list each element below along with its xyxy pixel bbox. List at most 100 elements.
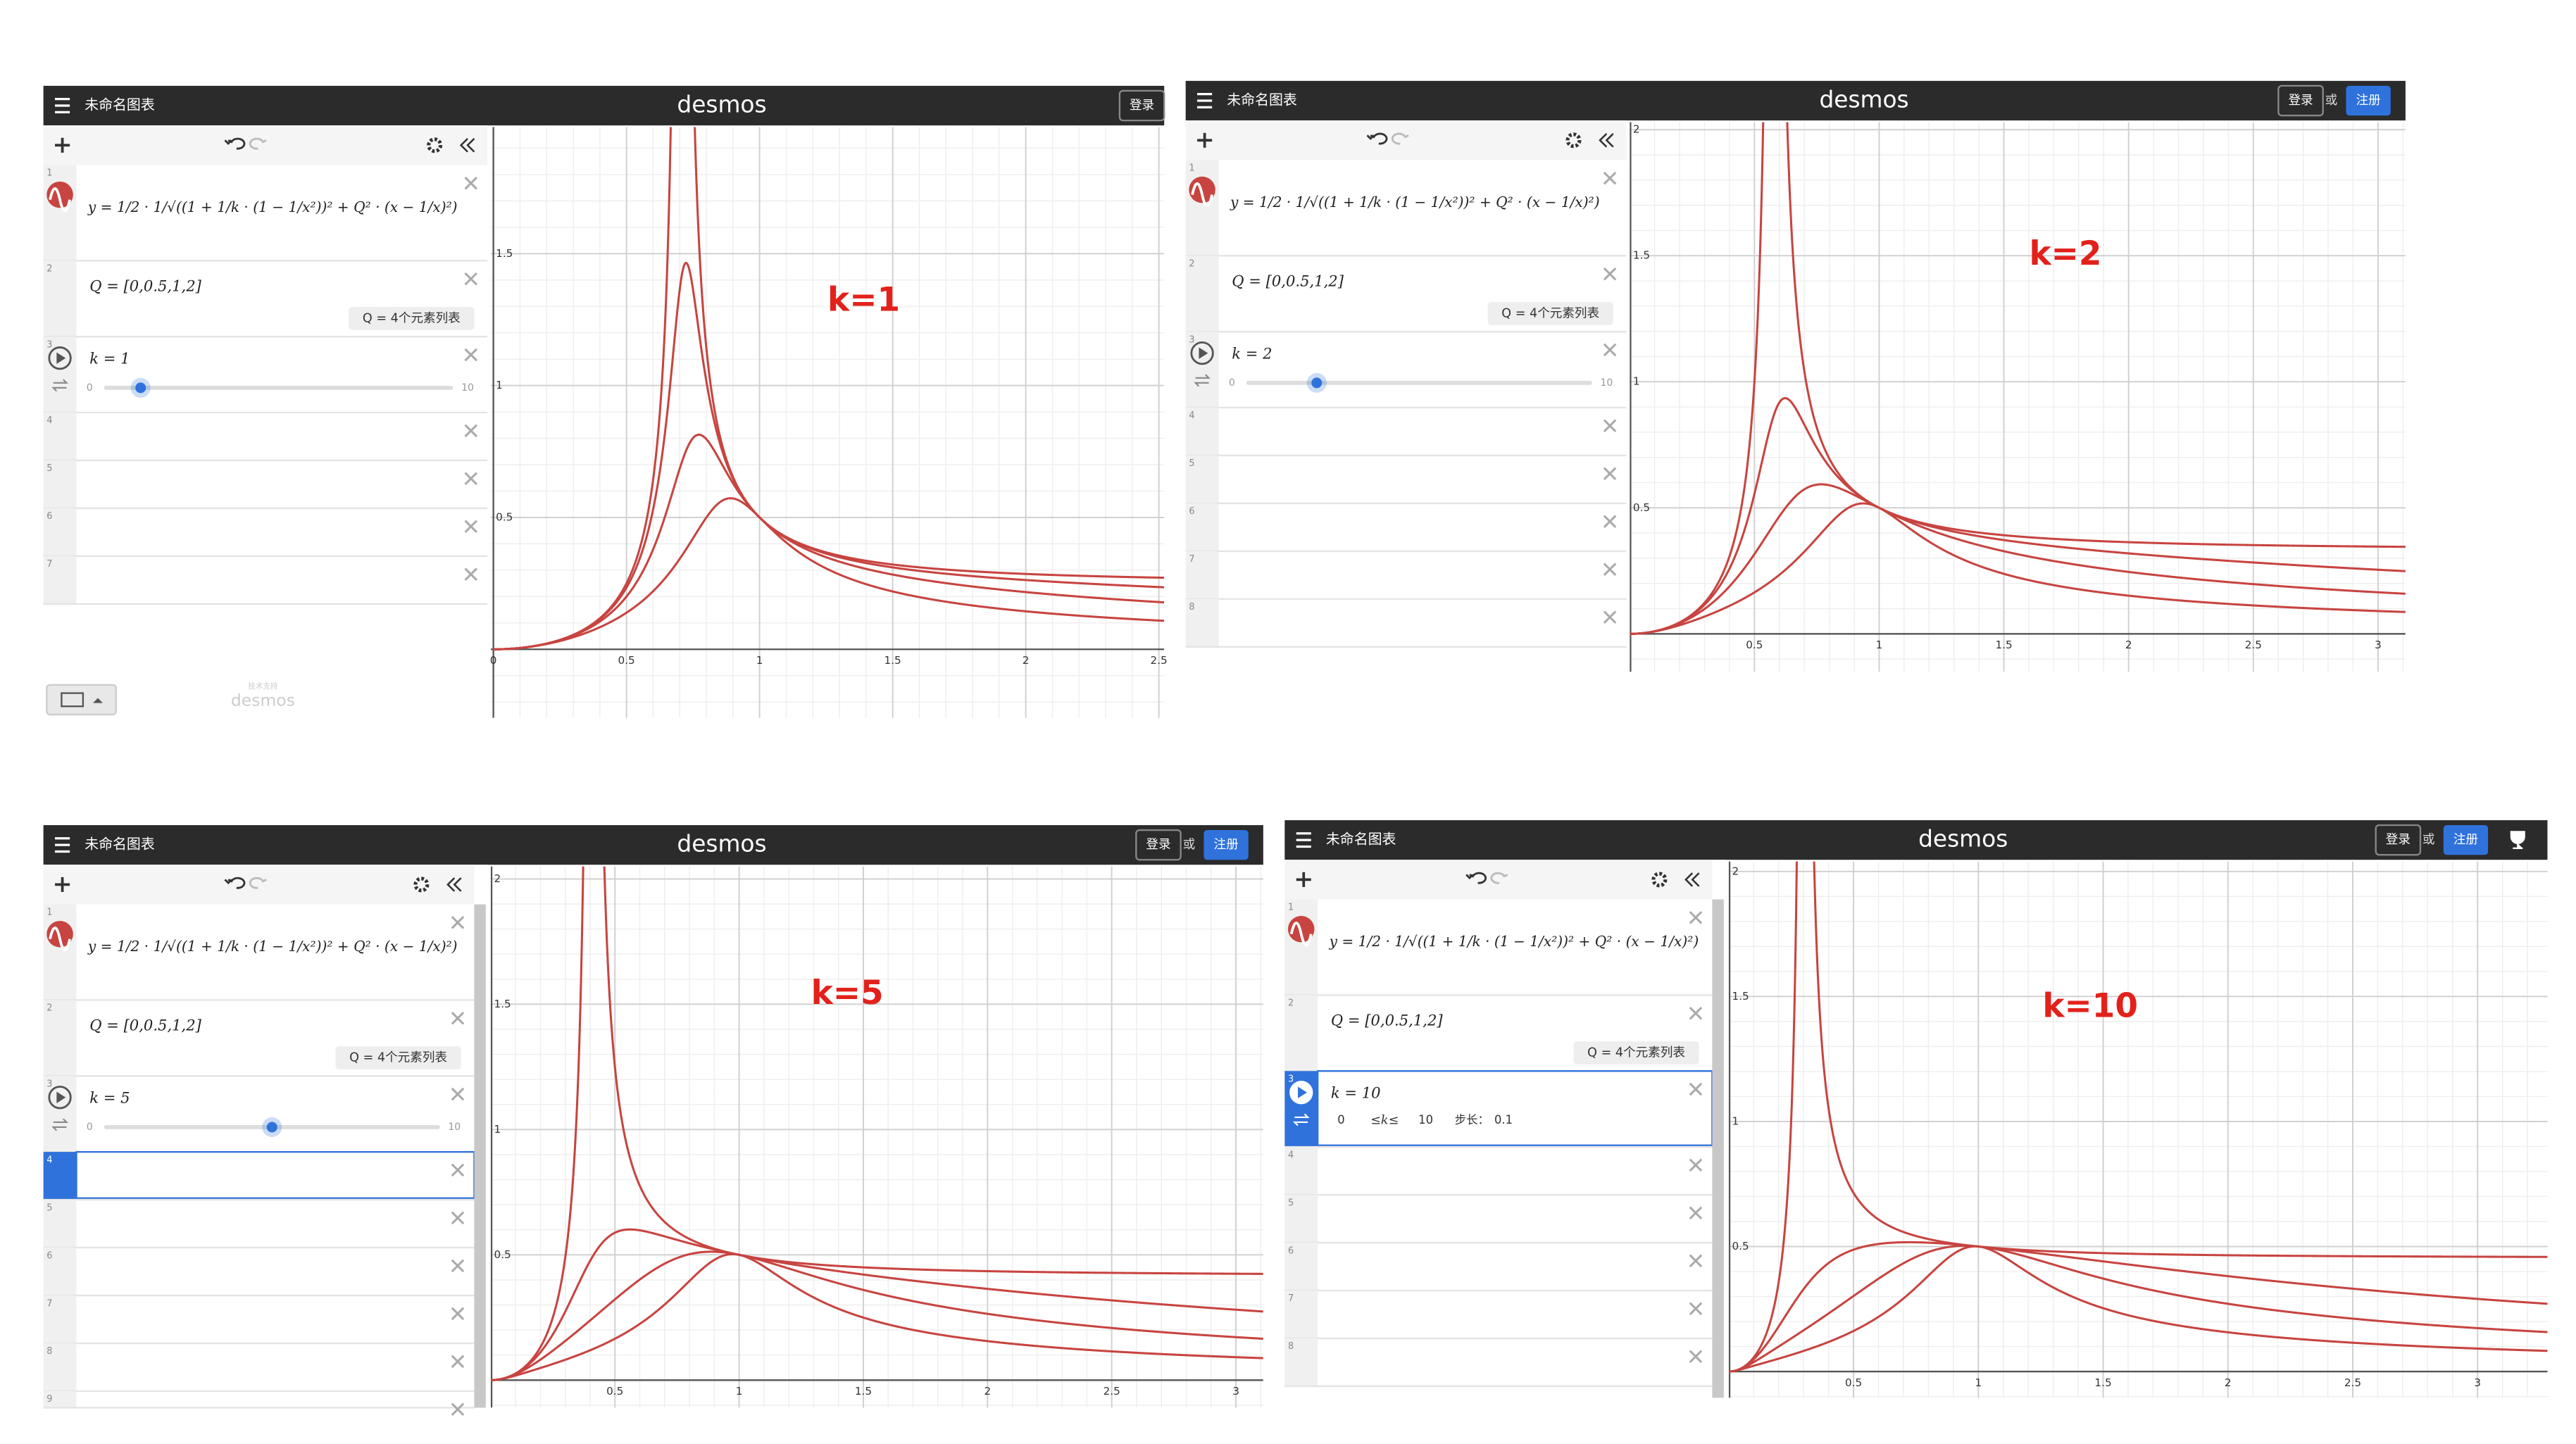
delete-button[interactable] bbox=[451, 1307, 465, 1321]
redo-button[interactable] bbox=[249, 137, 267, 150]
signup-label[interactable]: 注册 bbox=[1214, 838, 1239, 852]
undo-button[interactable] bbox=[1366, 132, 1388, 145]
expression-formula[interactable]: y = 1/2 · 1/√((1 + 1/k · (1 − 1/x²))² + … bbox=[1230, 194, 1600, 211]
expression-k[interactable]: k = 10 bbox=[1331, 1084, 1381, 1102]
delete-button[interactable] bbox=[1689, 1350, 1703, 1364]
play-button[interactable] bbox=[48, 346, 72, 370]
delete-button[interactable] bbox=[464, 348, 478, 362]
add-button[interactable] bbox=[55, 877, 70, 892]
slider-min[interactable]: 0 bbox=[1337, 1113, 1344, 1126]
login-label[interactable]: 登录 bbox=[1130, 99, 1154, 113]
expression-formula[interactable]: y = 1/2 · 1/√((1 + 1/k · (1 − 1/x²))² + … bbox=[87, 199, 458, 215]
signup-button[interactable] bbox=[2443, 825, 2489, 855]
login-label[interactable]: 登录 bbox=[1146, 838, 1170, 852]
login-button[interactable] bbox=[1118, 89, 1165, 122]
collapse-button[interactable] bbox=[1684, 872, 1700, 887]
delete-button[interactable] bbox=[451, 1087, 465, 1101]
login-button[interactable] bbox=[1135, 829, 1182, 861]
delete-button[interactable] bbox=[1603, 610, 1617, 624]
login-button[interactable] bbox=[2375, 824, 2422, 856]
menu-button[interactable] bbox=[55, 837, 70, 853]
menu-button[interactable] bbox=[1296, 832, 1311, 848]
delete-button[interactable] bbox=[1689, 1082, 1703, 1096]
delete-button[interactable] bbox=[464, 424, 478, 438]
graph-title[interactable]: 未命名图表 bbox=[1227, 92, 1297, 108]
undo-button[interactable] bbox=[224, 877, 246, 889]
delete-button[interactable] bbox=[1603, 343, 1617, 357]
delete-button[interactable] bbox=[451, 1259, 465, 1273]
play-button[interactable] bbox=[1190, 341, 1214, 365]
delete-button[interactable] bbox=[1689, 1206, 1703, 1220]
delete-button[interactable] bbox=[464, 472, 478, 486]
menu-button[interactable] bbox=[1197, 92, 1213, 109]
signup-button[interactable] bbox=[1203, 830, 1249, 860]
delete-button[interactable] bbox=[464, 272, 478, 286]
login-button[interactable] bbox=[2277, 84, 2324, 117]
delete-button[interactable] bbox=[451, 1211, 465, 1225]
expression-k[interactable]: k = 2 bbox=[1232, 344, 1272, 362]
redo-button[interactable] bbox=[249, 877, 267, 889]
undo-button[interactable] bbox=[224, 137, 246, 150]
delete-button[interactable] bbox=[464, 520, 478, 534]
add-button[interactable] bbox=[55, 137, 70, 153]
expression-formula[interactable]: y = 1/2 · 1/√((1 + 1/k · (1 − 1/x²))² + … bbox=[1329, 933, 1699, 950]
graph-title[interactable]: 未命名图表 bbox=[85, 836, 155, 853]
expression-q[interactable]: Q = [0,0.5,1,2] bbox=[1232, 272, 1344, 289]
loop-icon[interactable] bbox=[51, 1118, 68, 1131]
slider-knob[interactable] bbox=[135, 382, 146, 394]
loop-icon[interactable] bbox=[1194, 374, 1211, 387]
add-button[interactable] bbox=[1296, 872, 1311, 887]
collapse-button[interactable] bbox=[1599, 132, 1614, 148]
trophy-icon[interactable] bbox=[2510, 831, 2525, 849]
collapse-button[interactable] bbox=[446, 877, 462, 892]
delete-button[interactable] bbox=[451, 1163, 465, 1177]
login-label[interactable]: 登录 bbox=[2288, 94, 2313, 108]
slider-step[interactable]: 0.1 bbox=[1494, 1113, 1513, 1126]
delete-button[interactable] bbox=[1603, 267, 1617, 281]
delete-button[interactable] bbox=[451, 1402, 465, 1417]
settings-button[interactable] bbox=[1651, 872, 1668, 888]
delete-button[interactable] bbox=[1603, 563, 1617, 576]
delete-button[interactable] bbox=[451, 916, 465, 929]
expression-q[interactable]: Q = [0,0.5,1,2] bbox=[1331, 1011, 1443, 1029]
graph-title[interactable]: 未命名图表 bbox=[1326, 831, 1396, 848]
expression-formula[interactable]: y = 1/2 · 1/√((1 + 1/k · (1 − 1/x²))² + … bbox=[87, 938, 458, 955]
delete-button[interactable] bbox=[1603, 467, 1617, 481]
slider-max[interactable]: 10 bbox=[1418, 1113, 1433, 1126]
graph-title[interactable]: 未命名图表 bbox=[85, 97, 155, 113]
signup-label[interactable]: 注册 bbox=[2453, 833, 2478, 847]
slider-knob[interactable] bbox=[1311, 377, 1323, 389]
play-button[interactable] bbox=[48, 1086, 72, 1110]
delete-button[interactable] bbox=[451, 1011, 465, 1025]
redo-button[interactable] bbox=[1490, 872, 1508, 884]
settings-button[interactable] bbox=[427, 137, 443, 153]
loop-icon[interactable] bbox=[51, 379, 68, 392]
signup-label[interactable]: 注册 bbox=[2356, 94, 2381, 108]
signup-button[interactable] bbox=[2346, 85, 2391, 116]
delete-button[interactable] bbox=[1689, 1006, 1703, 1020]
settings-button[interactable] bbox=[413, 877, 430, 893]
collapse-button[interactable] bbox=[459, 137, 475, 153]
delete-button[interactable] bbox=[464, 176, 478, 190]
expression-k[interactable]: k = 1 bbox=[89, 349, 130, 367]
delete-button[interactable] bbox=[1603, 171, 1617, 185]
add-button[interactable] bbox=[1197, 132, 1213, 148]
undo-button[interactable] bbox=[1465, 872, 1487, 884]
loop-icon[interactable] bbox=[1292, 1113, 1310, 1126]
keyboard-button[interactable] bbox=[46, 684, 117, 716]
slider-knob[interactable] bbox=[266, 1122, 277, 1133]
delete-button[interactable] bbox=[464, 567, 478, 581]
delete-button[interactable] bbox=[1689, 1302, 1703, 1316]
delete-button[interactable] bbox=[1689, 910, 1703, 924]
delete-button[interactable] bbox=[1689, 1158, 1703, 1172]
expression-q[interactable]: Q = [0,0.5,1,2] bbox=[89, 277, 201, 294]
delete-button[interactable] bbox=[1603, 515, 1617, 528]
expression-q[interactable]: Q = [0,0.5,1,2] bbox=[89, 1016, 201, 1034]
menu-button[interactable] bbox=[55, 97, 70, 114]
delete-button[interactable] bbox=[1689, 1254, 1703, 1268]
settings-button[interactable] bbox=[1565, 132, 1582, 149]
delete-button[interactable] bbox=[451, 1355, 465, 1369]
expression-k[interactable]: k = 5 bbox=[89, 1089, 130, 1107]
login-label[interactable]: 登录 bbox=[2386, 833, 2411, 847]
redo-button[interactable] bbox=[1391, 132, 1409, 145]
